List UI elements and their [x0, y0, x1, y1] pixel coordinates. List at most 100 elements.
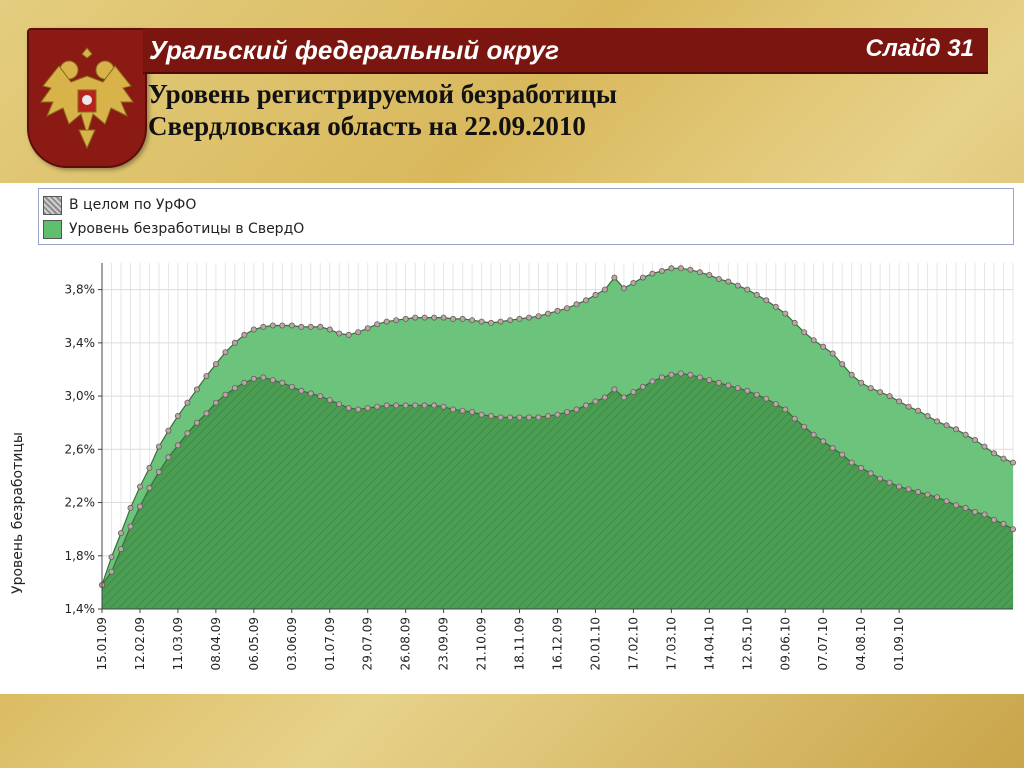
data-point-0 — [288, 383, 295, 390]
data-point-0 — [250, 375, 257, 382]
data-point-1 — [611, 274, 618, 281]
data-point-0 — [345, 405, 352, 412]
data-point-0 — [336, 401, 343, 408]
legend-item-sverd: Уровень безработицы в СвердО — [43, 218, 304, 240]
data-point-1 — [307, 323, 314, 330]
data-point-1 — [592, 291, 599, 298]
data-point-0 — [374, 403, 381, 410]
data-point-1 — [658, 268, 665, 275]
data-point-0 — [450, 406, 457, 413]
x-tick-label: 03.06.09 — [285, 617, 299, 670]
legend-swatch-urfo — [43, 195, 62, 215]
data-point-1 — [896, 398, 903, 405]
data-point-1 — [374, 321, 381, 328]
data-point-1 — [715, 276, 722, 283]
data-point-0 — [108, 568, 115, 575]
data-point-0 — [677, 370, 684, 377]
data-point-0 — [658, 374, 665, 381]
data-point-0 — [687, 371, 694, 378]
data-point-0 — [526, 414, 533, 421]
data-point-1 — [364, 325, 371, 332]
data-point-0 — [431, 402, 438, 409]
data-point-1 — [1010, 459, 1017, 466]
data-point-0 — [668, 371, 675, 378]
data-point-1 — [858, 379, 865, 386]
x-tick-label: 20.01.10 — [588, 617, 602, 670]
data-point-1 — [839, 361, 846, 368]
data-point-0 — [696, 374, 703, 381]
data-point-0 — [763, 395, 770, 402]
data-point-1 — [535, 313, 542, 320]
data-point-1 — [488, 319, 495, 326]
slide-title: Уровень регистрируемой безработицы Сверд… — [148, 78, 617, 142]
data-point-0 — [1000, 520, 1007, 527]
y-tick-label: 2,2% — [65, 496, 96, 510]
data-point-1 — [298, 323, 305, 330]
data-point-1 — [630, 280, 637, 287]
legend-label-sverd: Уровень безработицы в СвердО — [69, 221, 305, 237]
data-point-1 — [706, 272, 713, 279]
data-point-0 — [383, 402, 390, 409]
data-point-0 — [459, 407, 466, 414]
data-point-1 — [212, 361, 219, 368]
data-point-1 — [279, 322, 286, 329]
data-point-0 — [896, 483, 903, 490]
data-point-1 — [791, 319, 798, 326]
data-point-0 — [592, 398, 599, 405]
data-point-1 — [981, 443, 988, 450]
data-point-1 — [336, 330, 343, 337]
y-tick-label: 3,8% — [65, 283, 96, 297]
data-point-1 — [469, 317, 476, 324]
data-point-0 — [829, 444, 836, 451]
data-point-0 — [212, 399, 219, 406]
data-point-0 — [279, 379, 286, 386]
data-point-1 — [118, 530, 125, 537]
data-point-1 — [953, 426, 960, 433]
data-point-0 — [412, 402, 419, 409]
data-point-1 — [725, 278, 732, 285]
data-point-0 — [772, 401, 779, 408]
x-tick-label: 23.09.09 — [437, 617, 451, 670]
data-point-0 — [402, 402, 409, 409]
data-point-1 — [222, 349, 229, 356]
data-point-0 — [393, 402, 400, 409]
data-point-0 — [478, 411, 485, 418]
data-point-0 — [298, 387, 305, 394]
data-point-0 — [1010, 526, 1017, 533]
data-point-0 — [791, 415, 798, 422]
data-point-0 — [744, 387, 751, 394]
data-point-1 — [848, 371, 855, 378]
chart-legend: В целом по УрФО Уровень безработицы в Св… — [38, 188, 1014, 245]
data-point-0 — [564, 408, 571, 415]
data-point-1 — [905, 403, 912, 410]
chart-markers — [99, 265, 1017, 588]
x-tick-label: 14.04.10 — [702, 617, 716, 670]
data-point-1 — [355, 329, 362, 336]
data-point-0 — [915, 488, 922, 495]
data-point-1 — [250, 326, 257, 333]
data-point-1 — [687, 266, 694, 273]
data-point-0 — [934, 494, 941, 501]
data-point-0 — [203, 410, 210, 417]
data-point-1 — [260, 323, 267, 330]
data-point-1 — [1000, 455, 1007, 462]
data-point-0 — [469, 408, 476, 415]
data-point-0 — [820, 438, 827, 445]
x-tick-label: 26.08.09 — [399, 617, 413, 670]
data-point-1 — [829, 350, 836, 357]
data-point-1 — [867, 385, 874, 392]
data-point-1 — [820, 343, 827, 350]
y-ticks: 1,4% 1,8% 2,2% 2,6% 3,0% 3,4% 3,8% — [65, 283, 102, 616]
x-tick-label: 17.03.10 — [664, 617, 678, 670]
data-point-1 — [165, 427, 172, 434]
data-point-1 — [886, 393, 893, 400]
data-point-0 — [307, 390, 314, 397]
x-tick-label: 11.03.09 — [171, 617, 185, 670]
data-point-0 — [241, 379, 248, 386]
data-point-1 — [753, 291, 760, 298]
data-point-1 — [393, 317, 400, 324]
data-point-0 — [583, 402, 590, 409]
data-point-1 — [402, 315, 409, 322]
data-point-1 — [146, 464, 153, 471]
data-point-0 — [991, 516, 998, 523]
